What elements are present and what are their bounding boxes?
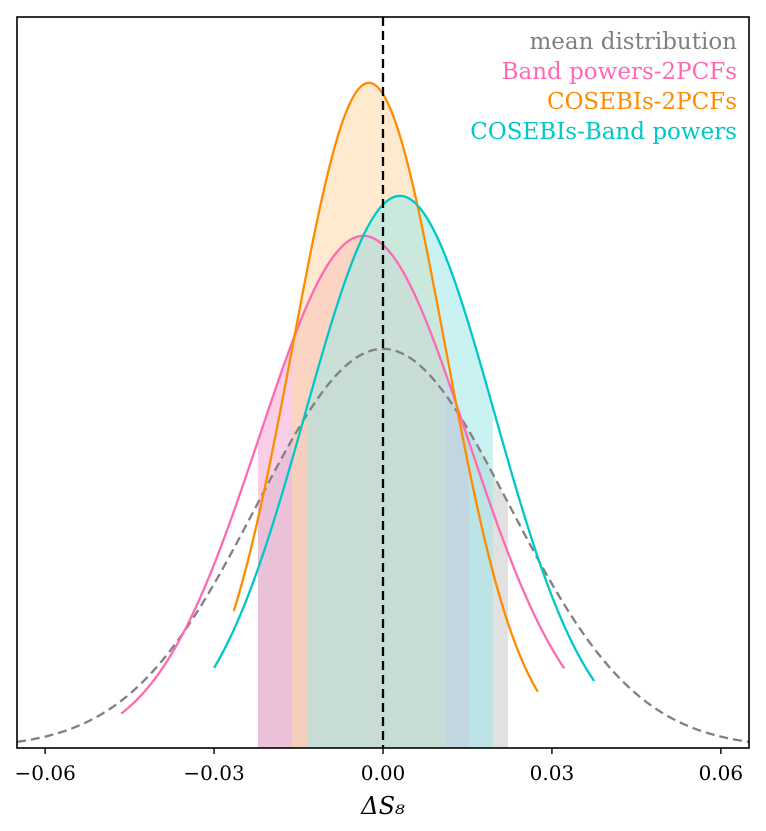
curve-3	[213, 194, 596, 682]
band-3	[306, 195, 493, 748]
credible-interval-bands	[258, 82, 508, 748]
distribution-curves	[17, 81, 749, 743]
x-tick-label-2: 0.00	[361, 761, 406, 785]
x-tick-label-3: 0.03	[530, 761, 575, 785]
x-tick-label-4: 0.06	[699, 761, 744, 785]
legend: mean distribution Band powers-2PCFs COSEBI…	[470, 29, 737, 145]
legend-entry-3: COSEBIs-Band powers	[470, 119, 737, 145]
x-axis-label: ΔS₈	[360, 792, 405, 820]
curve-2	[232, 81, 539, 693]
x-tick-label-1: −0.03	[183, 761, 244, 785]
legend-entry-2: COSEBIs-2PCFs	[547, 89, 737, 115]
x-axis-ticks: −0.06 −0.03 0.00 0.03 0.06	[15, 748, 744, 785]
legend-entry-0: mean distribution	[529, 29, 737, 55]
curve-1	[120, 234, 566, 715]
x-tick-label-0: −0.06	[15, 761, 76, 785]
curve-0	[17, 347, 749, 743]
legend-entry-1: Band powers-2PCFs	[502, 59, 737, 85]
